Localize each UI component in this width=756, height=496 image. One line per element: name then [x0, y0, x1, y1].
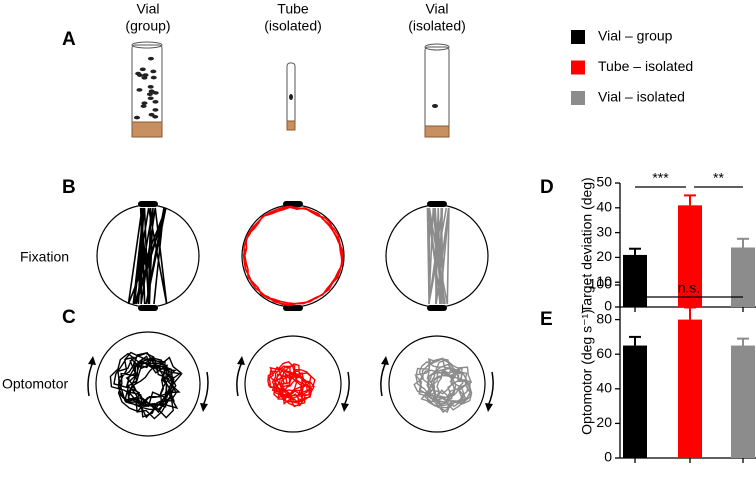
condition-label: (isolated)	[264, 18, 322, 34]
condition-label: (isolated)	[408, 18, 466, 34]
bar	[731, 345, 755, 458]
bar	[678, 205, 702, 307]
trajectory	[267, 360, 316, 408]
row-label: Optomotor	[2, 376, 68, 392]
panel-label: D	[540, 177, 554, 198]
panel-label: A	[62, 29, 76, 50]
arrow-head	[381, 356, 389, 365]
landmark	[138, 201, 158, 207]
condition-label: (group)	[125, 18, 170, 34]
y-tick-label: 20	[596, 248, 612, 264]
rotation-arrow	[202, 371, 209, 407]
y-tick-label: 0	[604, 298, 612, 314]
condition-label: Tube	[277, 1, 309, 17]
fly	[152, 108, 159, 112]
arrow-head	[88, 356, 96, 365]
y-tick-label: 50	[596, 174, 612, 190]
fly	[141, 101, 148, 105]
legend-label: Vial – isolated	[598, 89, 685, 105]
fly	[142, 73, 149, 77]
fly	[141, 76, 148, 80]
bar	[731, 247, 755, 307]
y-tick-label: 30	[596, 223, 612, 239]
legend-label: Vial – group	[598, 28, 673, 44]
bar	[623, 254, 647, 307]
arena	[95, 331, 201, 437]
fly	[147, 85, 154, 89]
y-tick-label: 40	[596, 380, 612, 396]
bar	[678, 319, 702, 458]
rotation-arrow	[87, 361, 94, 397]
fly	[147, 56, 154, 61]
fly	[147, 96, 154, 101]
y-tick-label: 40	[596, 199, 612, 215]
trajectory	[109, 351, 183, 420]
fly	[134, 115, 141, 120]
significance-label: **	[713, 170, 724, 186]
fly	[146, 92, 153, 97]
fly	[150, 75, 157, 80]
vial-illustrations	[131, 41, 450, 138]
legend-swatch	[571, 91, 585, 105]
trajectory	[242, 205, 344, 307]
y-tick-label: 100	[589, 276, 613, 292]
arrow-head	[341, 403, 349, 412]
fly	[152, 100, 159, 104]
arena	[388, 335, 486, 433]
fly	[150, 69, 157, 74]
landmark	[427, 305, 447, 311]
condition-label: Vial	[136, 1, 159, 17]
rotation-arrow	[236, 361, 243, 397]
trajectory	[426, 207, 450, 305]
flies	[134, 56, 159, 120]
rotation-arrow	[487, 371, 494, 407]
y-tick-label: 80	[596, 310, 612, 326]
legend-swatch	[571, 60, 585, 75]
fly	[140, 104, 147, 108]
bar	[623, 345, 647, 458]
arena	[244, 335, 342, 433]
y-tick-label: 10	[596, 273, 612, 289]
arrow-head	[237, 356, 245, 365]
rotation-arrow	[380, 361, 387, 397]
trajectory	[413, 357, 473, 414]
trajectory	[127, 207, 168, 305]
fly	[135, 71, 142, 76]
arrow-head	[200, 403, 208, 412]
fly	[136, 88, 143, 92]
y-axis-label: Target deviation (deg)	[579, 177, 595, 312]
y-tick-label: 0	[604, 449, 612, 465]
legend-label: Tube – isolated	[598, 58, 693, 74]
fly	[152, 91, 159, 95]
landmark	[138, 305, 158, 311]
trajectories	[87, 201, 494, 437]
landmark	[283, 305, 303, 311]
panel-label: E	[540, 309, 553, 330]
arrow-head	[485, 403, 493, 412]
significance-label: ***	[652, 170, 669, 186]
landmark	[427, 201, 447, 207]
condition-label: Vial	[425, 1, 448, 17]
panel-label: C	[62, 307, 76, 328]
row-label: Fixation	[20, 249, 69, 265]
rotation-arrow	[343, 371, 350, 407]
landmark	[283, 201, 303, 207]
panel-label: B	[62, 177, 76, 198]
y-tick-label: 20	[596, 414, 612, 430]
y-axis-label: Optomotor (deg s⁻¹)	[579, 309, 595, 435]
fly	[148, 112, 155, 117]
significance-label: n.s.	[678, 280, 701, 296]
legend-swatch	[571, 30, 585, 44]
fly	[139, 67, 146, 72]
y-tick-label: 60	[596, 345, 612, 361]
